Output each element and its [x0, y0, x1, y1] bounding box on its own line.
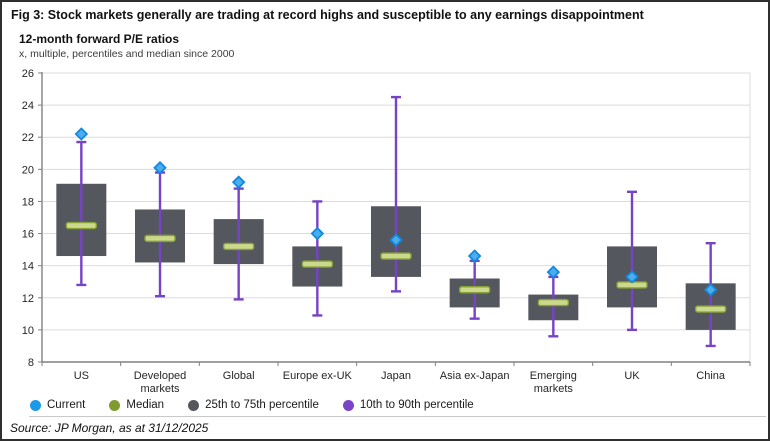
current-marker [74, 127, 89, 141]
y-tick-label: 22 [22, 132, 34, 144]
x-category-label: China [696, 370, 726, 382]
x-category-label: Emerging [530, 370, 577, 382]
x-category-label: Developed [134, 370, 187, 382]
legend-item-current: Current [30, 399, 85, 411]
legend-label: Current [47, 399, 86, 411]
chart-subtitle: 12-month forward P/E ratios [19, 32, 180, 46]
legend-label: Median [126, 399, 165, 411]
x-category-label: US [74, 370, 89, 382]
percentile-10-90-legend-icon [342, 399, 354, 411]
median-marker [222, 242, 255, 251]
legend-item-25-75-percentile: 25th to 75th percentile [188, 399, 319, 411]
median-marker [694, 305, 727, 313]
x-category-label: UK [624, 370, 640, 382]
y-tick-label: 20 [22, 164, 34, 176]
source-attribution: Source: JP Morgan, as at 31/12/2025 [10, 421, 209, 435]
legend-label: 10th to 90th percentile [359, 399, 474, 411]
x-category-label: Japan [381, 370, 411, 382]
y-tick-label: 14 [22, 261, 34, 273]
source-separator-line [29, 416, 766, 417]
x-category-label: markets [140, 383, 180, 395]
legend-item-10-90-percentile: 10th to 90th percentile [342, 399, 474, 411]
figure-title: Fig 3: Stock markets generally are tradi… [11, 8, 644, 22]
current-marker [467, 249, 482, 263]
y-tick-label: 26 [22, 68, 34, 80]
x-category-label: Europe ex-UK [283, 370, 353, 382]
current-legend-icon [30, 399, 41, 411]
current-marker [546, 265, 561, 279]
y-tick-label: 16 [22, 229, 34, 241]
current-marker [389, 233, 403, 247]
median-marker [458, 286, 491, 294]
y-tick-label: 18 [22, 196, 34, 208]
median-marker [380, 252, 412, 260]
legend-label: 25th to 75th percentile [205, 399, 319, 411]
current-marker [310, 226, 325, 241]
percentile-25-75-legend-icon [188, 399, 200, 411]
median-marker [144, 234, 176, 243]
median-legend-icon [109, 399, 121, 411]
current-marker [625, 270, 639, 284]
median-marker [65, 221, 98, 230]
current-marker [231, 175, 246, 189]
y-tick-label: 24 [22, 100, 34, 112]
x-category-label: Asia ex-Japan [440, 370, 510, 382]
median-marker [301, 260, 334, 268]
current-marker [703, 282, 718, 297]
chart-legend: Current Median 25th to 75th percentile 1… [30, 399, 474, 411]
y-tick-label: 8 [28, 357, 34, 369]
median-marker [537, 298, 570, 307]
x-category-label: Global [223, 370, 255, 382]
legend-item-median: Median [109, 399, 164, 411]
current-marker [153, 160, 167, 175]
y-tick-label: 10 [22, 325, 34, 337]
x-category-label: markets [534, 383, 574, 395]
axis-units-note: x, multiple, percentiles and median sinc… [19, 48, 235, 60]
y-tick-label: 12 [22, 293, 34, 305]
